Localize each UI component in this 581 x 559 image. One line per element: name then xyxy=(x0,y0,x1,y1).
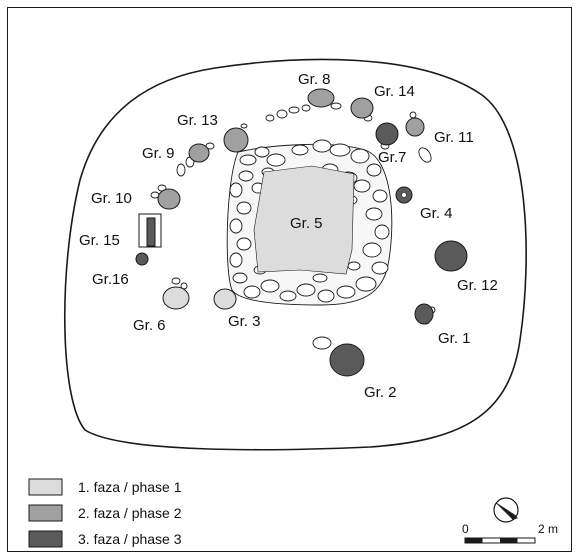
grave-15-stones xyxy=(138,213,162,248)
grave-label: Gr. 13 xyxy=(177,112,218,129)
legend-swatch-phase-3 xyxy=(28,530,63,548)
grave-15-shape xyxy=(146,217,156,247)
grave-label: Gr. 6 xyxy=(133,317,166,334)
grave-10-shape xyxy=(157,188,181,210)
grave-label: Gr. 11 xyxy=(434,129,474,146)
scale-start-label: 0 xyxy=(462,522,469,536)
grave-label: Gr. 1 xyxy=(438,330,471,347)
legend-label: 3. faza / phase 3 xyxy=(78,531,182,547)
legend-swatch-phase-2 xyxy=(28,504,63,522)
grave-label: Gr. 2 xyxy=(364,384,397,401)
grave-2-shape xyxy=(329,343,365,377)
tumulus-outline xyxy=(63,58,527,451)
grave-16-shape xyxy=(135,252,149,266)
grave-3-shape xyxy=(213,288,237,310)
legend-swatch-phase-1 xyxy=(28,478,63,496)
grave-label: Gr. 9 xyxy=(142,145,175,162)
grave-11-shape xyxy=(405,117,425,137)
scale-end-label: 2 m xyxy=(538,522,558,536)
legend-label: 2. faza / phase 2 xyxy=(78,505,182,521)
grave-12-shape xyxy=(434,240,468,272)
legend-label: 1. faza / phase 1 xyxy=(78,479,182,495)
grave-label: Gr. 15 xyxy=(79,232,120,249)
grave-label: Gr. 4 xyxy=(420,205,453,222)
grave-6-shape xyxy=(162,286,190,310)
grave-label: Gr. 12 xyxy=(457,277,498,294)
grave-label: Gr. 5 xyxy=(290,215,323,232)
grave-labels: Gr. 5 Gr. 8 Gr. 14 Gr. 13 Gr. 11 Gr. 9 G… xyxy=(79,71,498,401)
grave-1-shape xyxy=(414,303,434,325)
north-arrow-icon xyxy=(493,497,519,523)
grave-label: Gr. 3 xyxy=(228,313,261,330)
grave-label: Gr.7 xyxy=(378,149,406,166)
grave-8-shape xyxy=(307,88,335,108)
grave-label: Gr. 14 xyxy=(374,83,415,100)
scale-bar: 0 2 m xyxy=(462,522,558,544)
grave-14b-shape xyxy=(375,122,399,146)
grave-9-shape xyxy=(188,143,210,163)
grave-14-shape xyxy=(350,97,374,119)
grave-5-shape xyxy=(253,165,355,275)
graves xyxy=(135,88,468,377)
grave-label: Gr. 10 xyxy=(91,190,132,207)
grave-label: Gr.16 xyxy=(92,271,129,288)
grave-label: Gr. 8 xyxy=(298,71,331,88)
grave-13-shape xyxy=(223,127,249,153)
legend: 1. faza / phase 1 2. faza / phase 2 3. f… xyxy=(28,478,182,548)
